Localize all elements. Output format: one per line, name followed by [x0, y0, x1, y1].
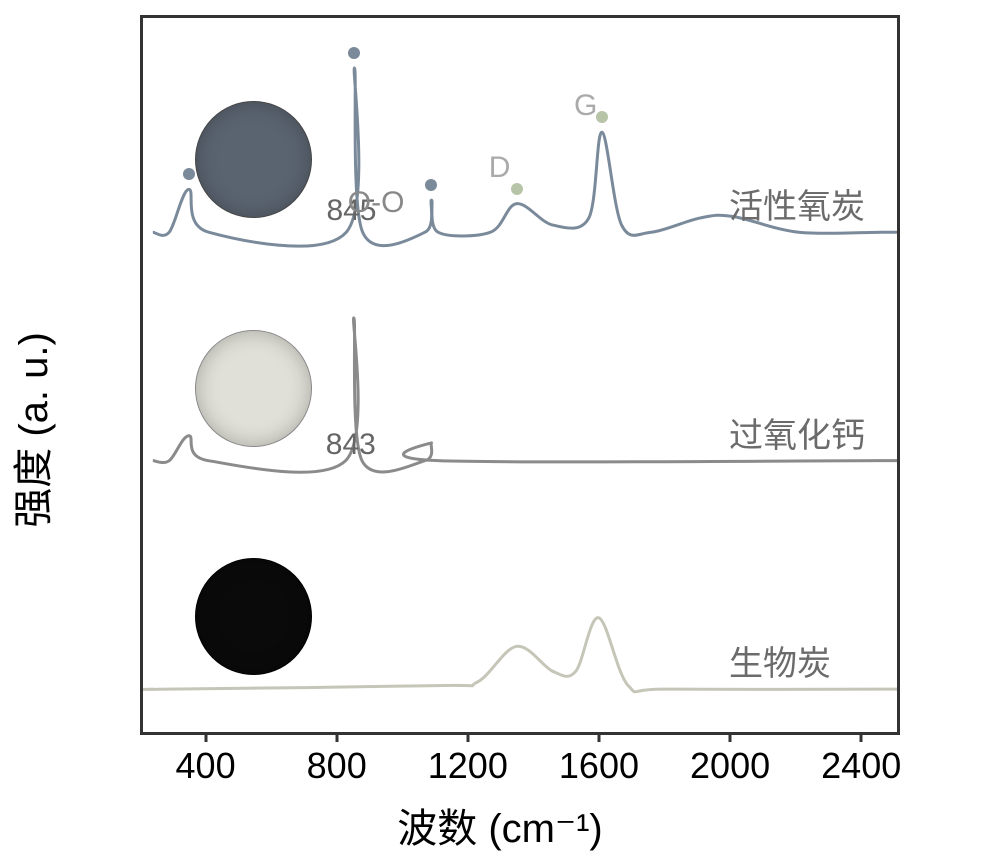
xtick-mark [335, 732, 338, 742]
xtick-mark [597, 732, 600, 742]
xtick-mark [466, 732, 469, 742]
xtick-label: 2400 [821, 745, 901, 787]
peak-annotation: G [574, 89, 597, 123]
xtick-mark [729, 732, 732, 742]
x-axis-label: 波数 (cm⁻¹) [397, 796, 603, 854]
peak-annotation: 843 [326, 428, 376, 462]
raman-spectra-chart: 强度 (a. u.) 波数 (cm⁻¹) 400 800 1200 1600 2000 2… [0, 0, 1000, 859]
peak-annotation: D [489, 151, 511, 185]
xtick-label: 1200 [428, 745, 508, 787]
spectrum-label-biochar: 生物炭 [729, 636, 831, 685]
xtick-mark [204, 732, 207, 742]
spectrum-label-calcium_peroxide: 过氧化钙 [729, 408, 865, 457]
sample-circle-active_oxygen_carbon [195, 101, 312, 218]
xtick-label: 800 [307, 745, 367, 787]
peak-marker-icon [425, 179, 437, 191]
peak-annotation: O-O [348, 186, 405, 220]
peak-marker-icon [183, 168, 195, 180]
spectrum-label-active_oxygen_carbon: 活性氧炭 [729, 179, 865, 228]
xtick-mark [860, 732, 863, 742]
peak-marker-icon [511, 183, 523, 195]
xtick-label: 1600 [559, 745, 639, 787]
xtick-label: 400 [176, 745, 236, 787]
y-axis-label: 强度 (a. u.) [1, 332, 59, 528]
xtick-label: 2000 [690, 745, 770, 787]
sample-circle-biochar [195, 558, 312, 675]
peak-marker-icon [596, 111, 608, 123]
peak-marker-icon [348, 47, 360, 59]
sample-circle-calcium_peroxide [195, 330, 312, 447]
